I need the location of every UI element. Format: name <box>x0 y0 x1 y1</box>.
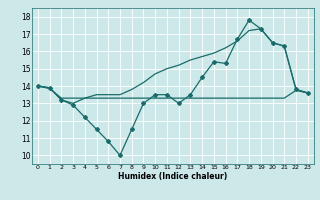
X-axis label: Humidex (Indice chaleur): Humidex (Indice chaleur) <box>118 172 228 181</box>
